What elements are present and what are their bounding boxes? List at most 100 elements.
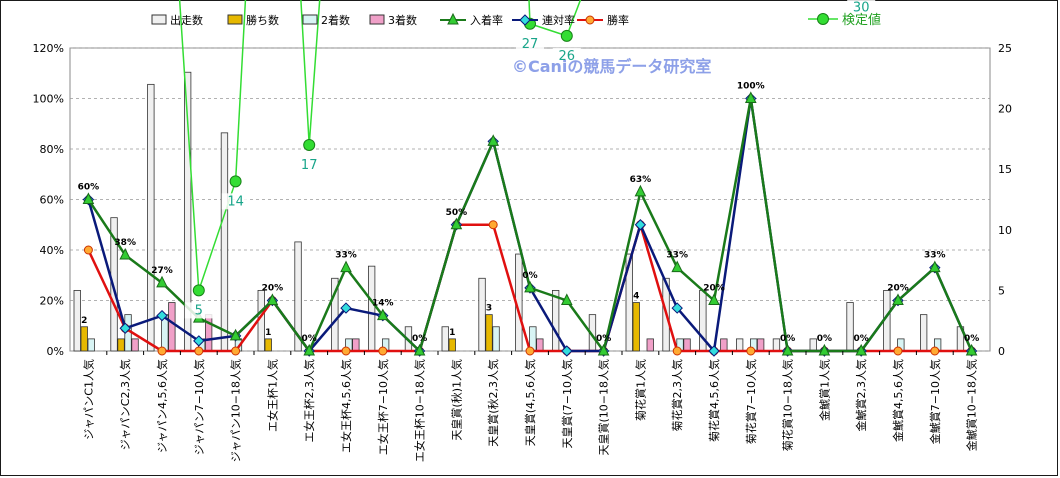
marker-入着率: [634, 184, 647, 197]
score-label-bg: [184, 302, 213, 319]
bar-label: 2: [81, 316, 87, 326]
score-label-bg: [221, 193, 250, 210]
bar-label: 1: [449, 328, 455, 338]
bar-label: 1: [265, 328, 271, 338]
score-label-bg: [847, 0, 876, 16]
marker-入着率: [340, 260, 352, 273]
bar-3着数: [168, 302, 176, 352]
score-label: 30: [853, 0, 870, 15]
legend-marker: [817, 13, 829, 25]
category-label: 金鯱賞2,3人気: [854, 359, 868, 432]
bar-2着数: [492, 326, 500, 352]
marker-連対率: [708, 345, 720, 357]
bar-勝ち数: [485, 314, 493, 352]
rate-label: 0%: [302, 334, 317, 344]
marker-連対率: [340, 302, 352, 314]
marker-検定値: [560, 29, 573, 42]
score-label: 5: [195, 303, 203, 318]
marker-入着率: [524, 280, 536, 293]
marker-入着率: [376, 308, 389, 321]
category-label: 菊花賞4,5,6人気: [707, 359, 721, 442]
marker-連対率: [561, 345, 573, 357]
marker-勝率: [157, 346, 167, 356]
marker-勝率: [672, 346, 682, 356]
rate-label: 0%: [854, 334, 869, 344]
rate-label: 20%: [262, 284, 284, 294]
marker-入着率: [781, 343, 794, 356]
marker-入着率: [965, 343, 978, 356]
category-label: 菊花賞7−10人気: [744, 359, 758, 444]
category-label: エ女王杯7−10人気: [376, 359, 390, 455]
marker-勝率: [525, 346, 535, 356]
marker-入着率: [156, 275, 168, 288]
rate-label: 20%: [887, 284, 909, 294]
marker-入着率: [119, 247, 132, 260]
bar-出走数: [73, 289, 81, 352]
marker-勝率: [83, 245, 93, 255]
marker-入着率: [266, 293, 279, 305]
y-left-tick: 60%: [40, 194, 64, 207]
legend-label: 連対率: [542, 13, 575, 27]
category-label: 天皇賞(4,5,6人気: [523, 359, 537, 446]
marker-入着率: [303, 343, 316, 356]
marker-勝率: [930, 346, 940, 356]
marker-勝率: [194, 346, 204, 356]
category-label: エ女王杯1人気: [265, 359, 279, 432]
y-right-tick: 20: [998, 103, 1012, 116]
bar-3着数: [536, 338, 544, 352]
rate-label: 60%: [78, 183, 100, 193]
bar-出走数: [441, 326, 449, 352]
bar-出走数: [110, 217, 118, 352]
bar-出走数: [625, 253, 633, 352]
category-label: 菊花賞2,3人気: [670, 359, 684, 432]
y-right-tick: 15: [998, 163, 1012, 176]
bar-label: 4: [633, 292, 639, 302]
rate-label: 27%: [151, 266, 173, 276]
category-label: 金鯱賞10−18人気: [965, 359, 979, 451]
legend-swatch: [369, 14, 385, 25]
rate-label: 0%: [596, 334, 611, 344]
bar-出走数: [552, 289, 560, 352]
category-label: 菊花賞10−18人気: [781, 359, 795, 451]
rate-label: 14%: [372, 299, 394, 309]
marker-勝率: [488, 220, 498, 230]
category-label: 天皇賞(10−18人気: [597, 359, 611, 456]
y-left-tick: 120%: [33, 42, 64, 55]
bar-勝ち数: [117, 338, 125, 352]
legend-swatch: [151, 14, 167, 25]
y-right-tick: 0: [998, 345, 1005, 358]
axes: 0%20%40%60%80%100%120%0510152025ジャパンC1人気…: [33, 42, 1012, 462]
y-right-tick: 25: [998, 42, 1012, 55]
bar-3着数: [720, 338, 728, 352]
marker-入着率: [892, 293, 904, 305]
category-label: ジャパン4,5,6人気: [155, 359, 169, 453]
labels: 21 13460%38%27%20%0%33%14%0%50%0%0%63%33%…: [78, 0, 979, 344]
marker-検定値: [303, 138, 316, 151]
marker-入着率: [855, 343, 868, 356]
legend-marker: [519, 14, 531, 26]
marker-検定値: [192, 284, 205, 297]
bar-3着数: [646, 338, 654, 352]
marker-入着率: [597, 343, 610, 356]
bar-3着数: [683, 338, 691, 352]
score-label-bg: [516, 35, 544, 52]
category-label: エ女王杯2,3人気: [302, 359, 316, 443]
bar-勝ち数: [448, 338, 456, 352]
legend-label: 勝ち数: [246, 13, 279, 27]
category-label: ジャパン10−18人気: [229, 359, 243, 462]
bar-勝ち数: [264, 338, 272, 352]
y-right-tick: 5: [998, 284, 1005, 297]
legend-swatch: [227, 14, 243, 25]
category-label: ジャパンC1人気: [81, 359, 95, 440]
bar-3着数: [204, 314, 213, 352]
marker-連対率: [193, 335, 205, 347]
rate-label: 100%: [737, 82, 765, 92]
marker-入着率: [818, 343, 831, 356]
rate-label: 20%: [703, 284, 725, 294]
category-label: ジャパンC2,3人気: [118, 359, 132, 450]
score-label-bg: [295, 156, 324, 173]
bar-出走数: [294, 241, 302, 352]
legend: 出走数 勝ち数 2着数 3着数 入着率 連対率 勝率 検定値: [151, 12, 881, 28]
rate-label: 0%: [522, 271, 537, 281]
category-label: エ女王杯4,5,6人気: [339, 359, 353, 453]
